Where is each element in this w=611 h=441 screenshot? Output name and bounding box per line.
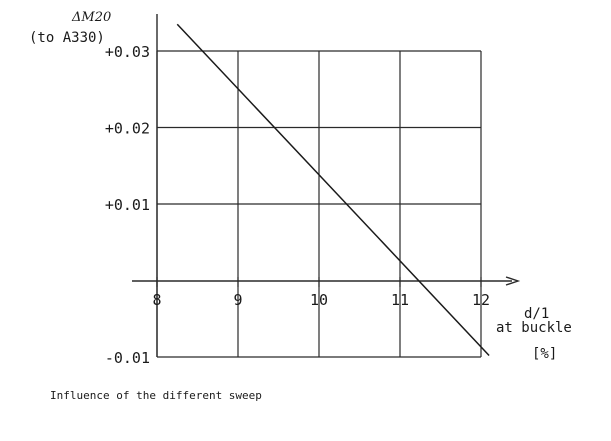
x-axis-unit: [%] — [532, 346, 557, 362]
y-axis-subtitle: (to A330) — [29, 30, 105, 46]
x-tick-label-11: 11 — [391, 291, 409, 309]
y-tick-label-+0.03: +0.03 — [105, 43, 150, 61]
x-tick-label-10: 10 — [310, 291, 328, 309]
y-tick-label-+0.02: +0.02 — [105, 120, 150, 138]
tick-labels: 8 9 10 11 12 +0.03 +0.02 +0.01 -0.01 — [105, 43, 490, 367]
series-line-0 — [176, 23, 490, 356]
x-tick-label-12: 12 — [472, 291, 490, 309]
y-axis-title: ΔM20 — [71, 10, 111, 25]
x-tick-label-8: 8 — [152, 291, 161, 309]
x-axis-title-line-2: at buckle — [496, 320, 572, 336]
x-axis-title-line-1: d/1 — [524, 306, 549, 322]
figure-caption: Influence of the different sweep — [50, 389, 262, 402]
series-lines — [176, 23, 490, 356]
axes — [132, 14, 521, 357]
x-axis-arrow — [505, 276, 521, 286]
grid-lines — [156, 50, 482, 358]
y-tick-label-+0.01: +0.01 — [105, 196, 150, 214]
x-tick-label-9: 9 — [233, 291, 242, 309]
y-tick-label--0.01: -0.01 — [105, 349, 150, 367]
